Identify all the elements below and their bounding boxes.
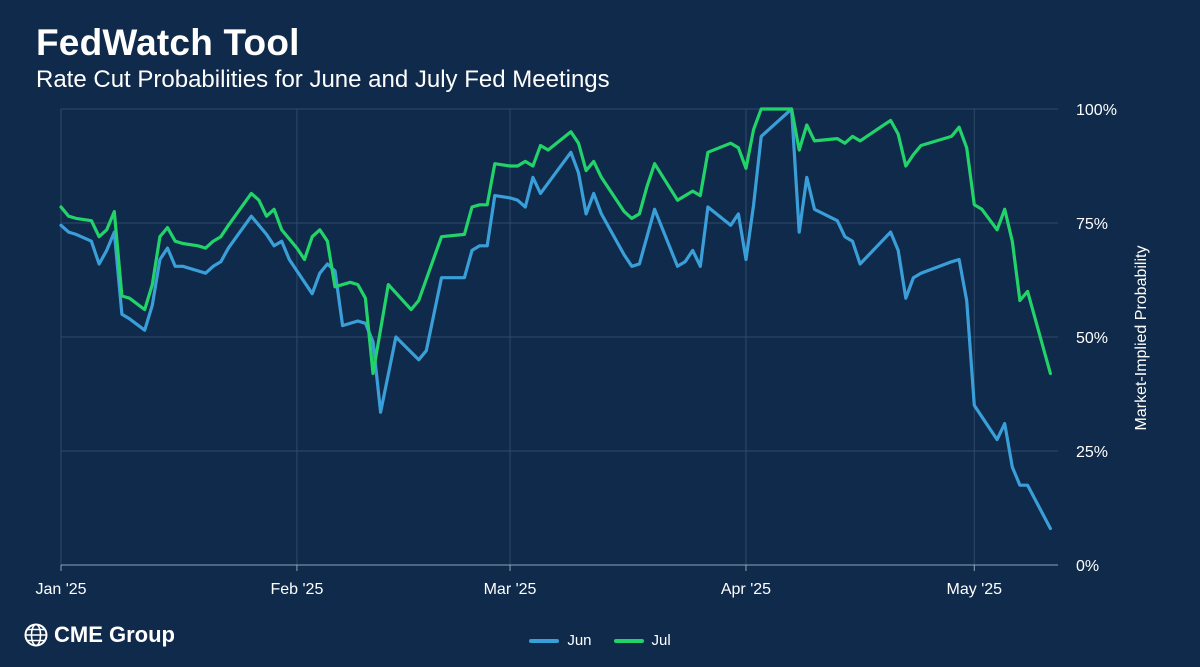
y-tick-label: 75% [1076, 216, 1108, 233]
y-axis-ticks: 0% 25% 50% 75% 100% [1076, 102, 1117, 575]
y-tick-label: 0% [1076, 558, 1099, 575]
y-tick-label: 100% [1076, 102, 1117, 119]
legend-item-jun: Jun [529, 632, 592, 649]
y-tick-label: 25% [1076, 444, 1108, 461]
globe-icon [24, 623, 48, 647]
x-tick-label: Apr '25 [721, 581, 771, 598]
chart-subtitle: Rate Cut Probabilities for June and July… [36, 66, 610, 93]
legend-label-jun: Jun [567, 632, 592, 649]
y-tick-label: 50% [1076, 330, 1108, 347]
chart-title: FedWatch Tool [36, 22, 300, 63]
legend-swatch-jun [529, 638, 560, 643]
x-tick-label: May '25 [947, 581, 1003, 598]
x-tick-label: Jan '25 [35, 581, 86, 598]
series-line-jun [59, 107, 1053, 531]
chart-legend: Jun Jul [0, 632, 1200, 649]
logo-text: CME Group [54, 622, 175, 647]
cme-logo: CME Group [24, 622, 175, 648]
x-tick-label: Mar '25 [484, 581, 537, 598]
series-lines [59, 107, 1053, 531]
legend-swatch-jul [613, 638, 644, 643]
y-axis-label: Market-Implied Probability [1133, 246, 1150, 431]
x-axis-ticks: Jan '25 Feb '25 Mar '25 Apr '25 May '25 [35, 581, 1002, 598]
legend-label-jul: Jul [651, 632, 671, 649]
grid-lines [60, 108, 1058, 571]
legend-item-jul: Jul [613, 632, 671, 649]
series-line-jul [59, 107, 1053, 376]
x-tick-label: Feb '25 [270, 581, 323, 598]
